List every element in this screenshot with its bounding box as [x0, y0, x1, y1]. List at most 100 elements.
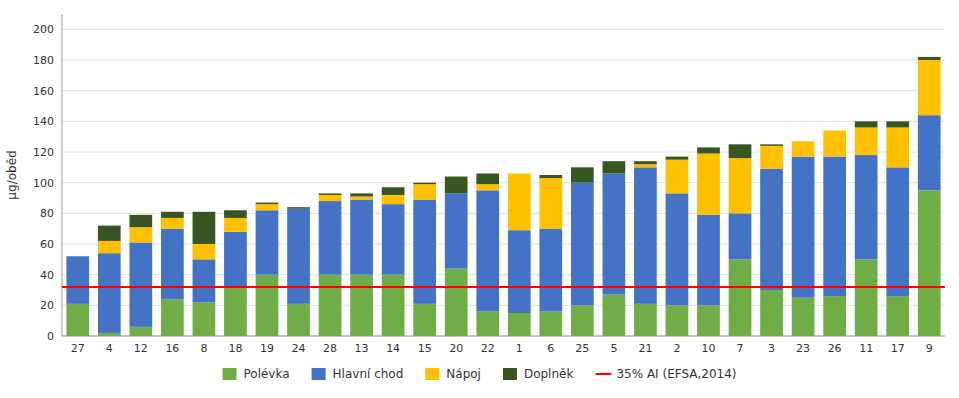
bar-segment	[886, 121, 909, 127]
x-tick-label: 2	[673, 342, 680, 355]
legend-label: Polévka	[244, 367, 290, 381]
legend-item: Nápoj	[425, 367, 481, 381]
x-tick-label: 13	[355, 342, 369, 355]
x-tick-label: 14	[386, 342, 400, 355]
bar-segment	[792, 298, 815, 336]
reference-line	[62, 286, 945, 288]
x-tick-label: 7	[737, 342, 744, 355]
y-tick-label: 60	[40, 238, 54, 251]
bar-segment	[129, 242, 152, 326]
bar-segment	[697, 154, 720, 215]
legend-item: Hlavní chod	[312, 367, 404, 381]
bar-segment	[666, 193, 689, 305]
bar-segment	[413, 304, 436, 336]
legend-swatch	[312, 368, 326, 380]
bar-segment	[729, 259, 752, 336]
x-tick-label: 4	[106, 342, 113, 355]
bar-segment	[697, 215, 720, 305]
bar-segment	[256, 210, 279, 274]
bar-segment	[413, 183, 436, 185]
bar-segment	[823, 130, 846, 131]
bar-segment	[729, 213, 752, 259]
bar-segment	[571, 305, 594, 336]
bar-segment	[603, 161, 626, 173]
bar-segment	[129, 327, 152, 336]
bar-segment	[603, 295, 626, 336]
bar-segment	[287, 209, 310, 304]
grid-line	[62, 60, 945, 61]
y-tick-label: 0	[47, 330, 54, 343]
bar-segment	[760, 144, 783, 146]
bar-segment	[539, 178, 562, 229]
bar-segment	[539, 229, 562, 312]
bar-segment	[98, 333, 121, 336]
x-tick-label: 3	[768, 342, 775, 355]
bar-segment	[508, 173, 531, 230]
grid-line	[62, 121, 945, 122]
bar-segment	[161, 218, 184, 229]
bar-segment	[224, 210, 247, 218]
x-tick-label: 5	[610, 342, 617, 355]
bar-segment	[634, 161, 657, 164]
y-tick-label: 40	[40, 269, 54, 282]
bar-segment	[697, 305, 720, 336]
x-tick-label: 16	[165, 342, 179, 355]
bar-segment	[98, 253, 121, 333]
bar-segment	[382, 187, 405, 195]
bar-segment	[886, 127, 909, 167]
bar-segment	[193, 212, 216, 244]
x-tick-label: 21	[638, 342, 652, 355]
bar-segment	[855, 127, 878, 155]
bar-segment	[886, 296, 909, 336]
x-tick-label: 12	[134, 342, 148, 355]
bar-segment	[350, 193, 373, 196]
bar-segment	[823, 157, 846, 297]
bar-segment	[66, 256, 89, 257]
bar-segment	[161, 229, 184, 300]
x-tick-label: 24	[292, 342, 306, 355]
y-tick-label: 180	[33, 54, 54, 67]
bar-segment	[287, 304, 310, 336]
bar-segment	[193, 259, 216, 302]
bar-segment	[350, 200, 373, 275]
bar-segment	[918, 115, 941, 190]
bar-segment	[256, 275, 279, 336]
bar-segment	[319, 195, 342, 201]
bar-segment	[287, 207, 310, 209]
bars	[62, 57, 945, 336]
bar-segment	[382, 204, 405, 275]
x-tick-label: 11	[859, 342, 873, 355]
bar-segment	[319, 201, 342, 275]
legend: PolévkaHlavní chodNápojDoplněk35% AI (EF…	[223, 367, 737, 381]
bar-segment	[445, 269, 468, 336]
bar-segment	[760, 146, 783, 169]
bar-segment	[193, 302, 216, 336]
grid	[62, 29, 945, 336]
y-tick-label: 80	[40, 207, 54, 220]
bar-segment	[855, 155, 878, 259]
bar-segment	[823, 131, 846, 157]
legend-item: 35% AI (EFSA,2014)	[595, 367, 736, 381]
grid-line	[62, 29, 945, 30]
bar-segment	[98, 226, 121, 241]
bar-segment	[350, 275, 373, 336]
bar-segment	[382, 275, 405, 336]
bar-segment	[508, 173, 531, 174]
bar-segment	[129, 227, 152, 242]
bar-segment	[476, 190, 499, 311]
bar-segment	[508, 313, 531, 336]
bar-segment	[760, 290, 783, 336]
bar-segment	[634, 304, 657, 336]
bar-segment	[66, 256, 89, 304]
bar-segment	[792, 157, 815, 298]
legend-swatch	[223, 368, 237, 380]
x-tick-label: 26	[828, 342, 842, 355]
x-tick-label: 18	[228, 342, 242, 355]
bar-segment	[319, 193, 342, 195]
legend-swatch	[503, 368, 517, 380]
x-tick-label: 6	[547, 342, 554, 355]
bar-segment	[413, 184, 436, 199]
bar-segment	[918, 190, 941, 336]
x-tick-label: 23	[796, 342, 810, 355]
y-tick-label: 200	[33, 23, 54, 36]
